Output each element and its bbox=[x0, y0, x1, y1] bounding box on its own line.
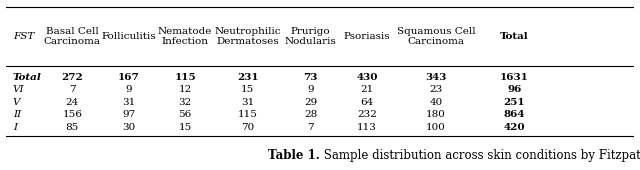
Text: 15: 15 bbox=[179, 123, 192, 132]
Text: 29: 29 bbox=[304, 98, 317, 107]
Text: 1631: 1631 bbox=[500, 73, 529, 82]
Text: 70: 70 bbox=[241, 123, 255, 132]
Text: Basal Cell
Carcinoma: Basal Cell Carcinoma bbox=[44, 27, 100, 46]
Text: 100: 100 bbox=[426, 123, 446, 132]
Text: 231: 231 bbox=[237, 73, 259, 82]
Text: 7: 7 bbox=[69, 86, 76, 95]
Text: II: II bbox=[13, 110, 21, 120]
Text: Folliculitis: Folliculitis bbox=[101, 32, 156, 41]
Text: 56: 56 bbox=[179, 110, 192, 120]
Text: Neutrophilic
Dermatoses: Neutrophilic Dermatoses bbox=[214, 27, 281, 46]
Text: Total: Total bbox=[13, 73, 42, 82]
Text: Psoriasis: Psoriasis bbox=[344, 32, 390, 41]
Text: 113: 113 bbox=[357, 123, 377, 132]
Text: 156: 156 bbox=[62, 110, 82, 120]
Text: 23: 23 bbox=[429, 86, 443, 95]
Text: Table 1.: Table 1. bbox=[268, 149, 320, 162]
Text: 232: 232 bbox=[357, 110, 377, 120]
Text: 7: 7 bbox=[307, 123, 314, 132]
Text: 21: 21 bbox=[360, 86, 374, 95]
Text: 28: 28 bbox=[304, 110, 317, 120]
Text: VI: VI bbox=[13, 86, 24, 95]
Text: 24: 24 bbox=[66, 98, 79, 107]
Text: 9: 9 bbox=[125, 86, 132, 95]
Text: Prurigo
Nodularis: Prurigo Nodularis bbox=[285, 27, 337, 46]
Text: 64: 64 bbox=[360, 98, 374, 107]
Text: Squamous Cell
Carcinoma: Squamous Cell Carcinoma bbox=[397, 27, 476, 46]
Text: 272: 272 bbox=[61, 73, 83, 82]
Text: 40: 40 bbox=[429, 98, 443, 107]
Text: 115: 115 bbox=[174, 73, 196, 82]
Text: 31: 31 bbox=[122, 98, 135, 107]
Text: V: V bbox=[13, 98, 20, 107]
Text: Sample distribution across skin conditions by Fitzpatrick Skin Type.: Sample distribution across skin conditio… bbox=[320, 149, 640, 162]
Text: 73: 73 bbox=[303, 73, 318, 82]
Text: 85: 85 bbox=[66, 123, 79, 132]
Text: 97: 97 bbox=[122, 110, 135, 120]
Text: 32: 32 bbox=[179, 98, 192, 107]
Text: I: I bbox=[13, 123, 17, 132]
Text: Total: Total bbox=[500, 32, 529, 41]
Text: 343: 343 bbox=[426, 73, 447, 82]
Text: 864: 864 bbox=[504, 110, 525, 120]
Text: 180: 180 bbox=[426, 110, 446, 120]
Text: 167: 167 bbox=[118, 73, 140, 82]
Text: 30: 30 bbox=[122, 123, 135, 132]
Text: FST: FST bbox=[13, 32, 34, 41]
Text: 9: 9 bbox=[307, 86, 314, 95]
Text: Nematode
Infection: Nematode Infection bbox=[158, 27, 212, 46]
Text: 15: 15 bbox=[241, 86, 255, 95]
Text: 251: 251 bbox=[504, 98, 525, 107]
Text: 115: 115 bbox=[238, 110, 258, 120]
Text: 31: 31 bbox=[241, 98, 255, 107]
Text: 430: 430 bbox=[356, 73, 378, 82]
Text: 420: 420 bbox=[504, 123, 525, 132]
Text: 12: 12 bbox=[179, 86, 192, 95]
Text: 96: 96 bbox=[508, 86, 522, 95]
